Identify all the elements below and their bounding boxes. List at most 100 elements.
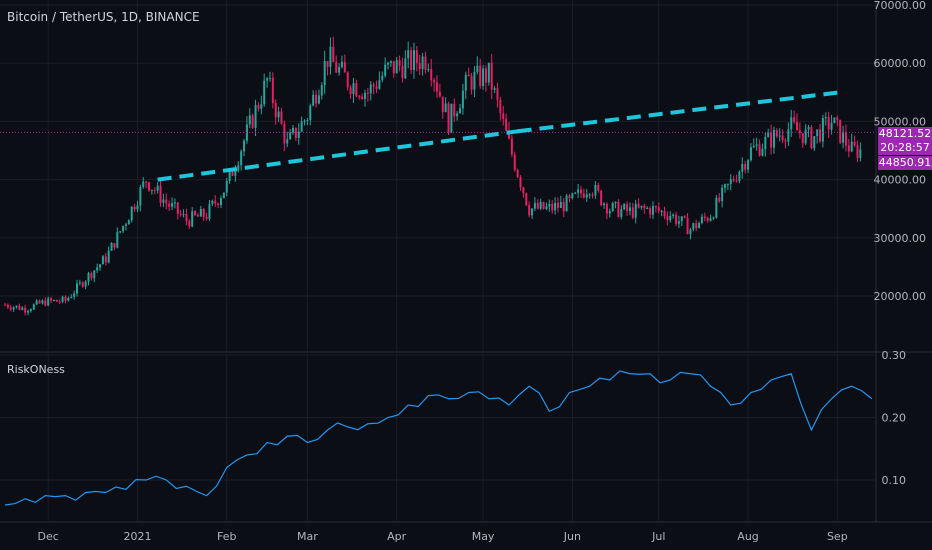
candle-body (761, 149, 764, 156)
candle-body (47, 298, 50, 306)
candle-body (196, 215, 199, 217)
candle-body (859, 149, 862, 158)
candle-body (594, 184, 597, 196)
candle-body (484, 68, 487, 83)
x-tick-label: Mar (297, 530, 318, 543)
candle-body (637, 203, 640, 208)
candle-body (64, 296, 67, 301)
candle-body (600, 190, 603, 206)
x-tick-label: Dec (38, 530, 59, 543)
candle-body (309, 105, 312, 121)
candle-body (703, 216, 706, 219)
x-tick-label: Jul (651, 530, 665, 543)
candle-body (770, 132, 773, 148)
candle-body (205, 217, 208, 219)
candle-body (401, 65, 404, 79)
candle-body (810, 126, 813, 149)
candle-body (487, 62, 490, 83)
candle-body (211, 200, 214, 204)
candle-body (801, 133, 804, 144)
candle-body (427, 69, 430, 71)
candle-body (657, 207, 660, 212)
candle-body (652, 206, 654, 215)
candle-body (522, 187, 525, 194)
candle-body (93, 270, 96, 279)
candle-body (263, 80, 266, 105)
candle-body (303, 120, 306, 122)
candle-body (585, 194, 588, 198)
candle-body (847, 145, 850, 152)
candle-body (626, 203, 629, 212)
candle-body (614, 201, 617, 204)
candle-body (775, 130, 778, 137)
candle-body (706, 218, 709, 221)
candle-body (225, 181, 228, 193)
candle-body (796, 121, 798, 131)
candle-body (516, 169, 519, 178)
candle-body (369, 84, 372, 94)
candle-body (821, 118, 824, 142)
candle-body (237, 165, 240, 171)
candle-body (819, 129, 822, 142)
candle-body (67, 297, 70, 301)
candle-body (698, 223, 701, 229)
candle-body (96, 267, 99, 271)
candle-body (700, 216, 703, 224)
candle-body (724, 184, 726, 188)
candle-body (479, 65, 482, 87)
candle-body (781, 135, 784, 141)
candle-body (562, 201, 565, 212)
candle-body (513, 154, 516, 170)
candle-body (277, 111, 280, 118)
candle-body (643, 205, 646, 209)
candle-body (130, 206, 133, 221)
candle-body (603, 203, 606, 206)
candle-body (620, 209, 623, 217)
candle-body (392, 61, 395, 74)
candle-body (257, 105, 260, 109)
candle-body (634, 203, 637, 218)
candle-body (839, 119, 842, 143)
candle-body (461, 90, 464, 109)
candle-body (565, 195, 568, 212)
price-tick-label: 20000.00 (874, 290, 927, 303)
candle-body (375, 86, 378, 89)
candle-body (556, 202, 559, 208)
candle-body (142, 181, 145, 188)
candle-body (683, 216, 686, 218)
candle-body (312, 94, 315, 106)
candle-body (340, 61, 343, 68)
candle-body (398, 60, 401, 66)
candle-body (99, 264, 102, 268)
candle-body (482, 68, 485, 87)
indicator-title[interactable]: RiskONess (7, 363, 65, 376)
candle-body (551, 203, 554, 211)
candle-body (268, 77, 271, 79)
candle-body (110, 242, 113, 251)
candle-body (297, 131, 300, 138)
candle-body (292, 127, 294, 133)
candle-body (84, 281, 87, 287)
candle-body (133, 206, 136, 210)
candle-body (628, 207, 631, 212)
candle-body (836, 117, 839, 120)
candle-body (217, 203, 220, 206)
candle-body (415, 50, 418, 64)
candle-body (412, 50, 415, 70)
candle-body (326, 60, 329, 67)
candle-body (372, 84, 375, 87)
candle-body (686, 217, 689, 235)
candle-body (173, 202, 176, 204)
candle-body (473, 72, 476, 90)
candle-body (430, 69, 433, 81)
candle-body (536, 203, 539, 209)
candle-body (738, 171, 741, 181)
candle-body (176, 202, 179, 214)
candle-body (505, 118, 508, 131)
candle-body (378, 80, 381, 89)
candle-body (709, 218, 712, 221)
candle-body (335, 62, 338, 73)
candle-body (729, 179, 732, 184)
